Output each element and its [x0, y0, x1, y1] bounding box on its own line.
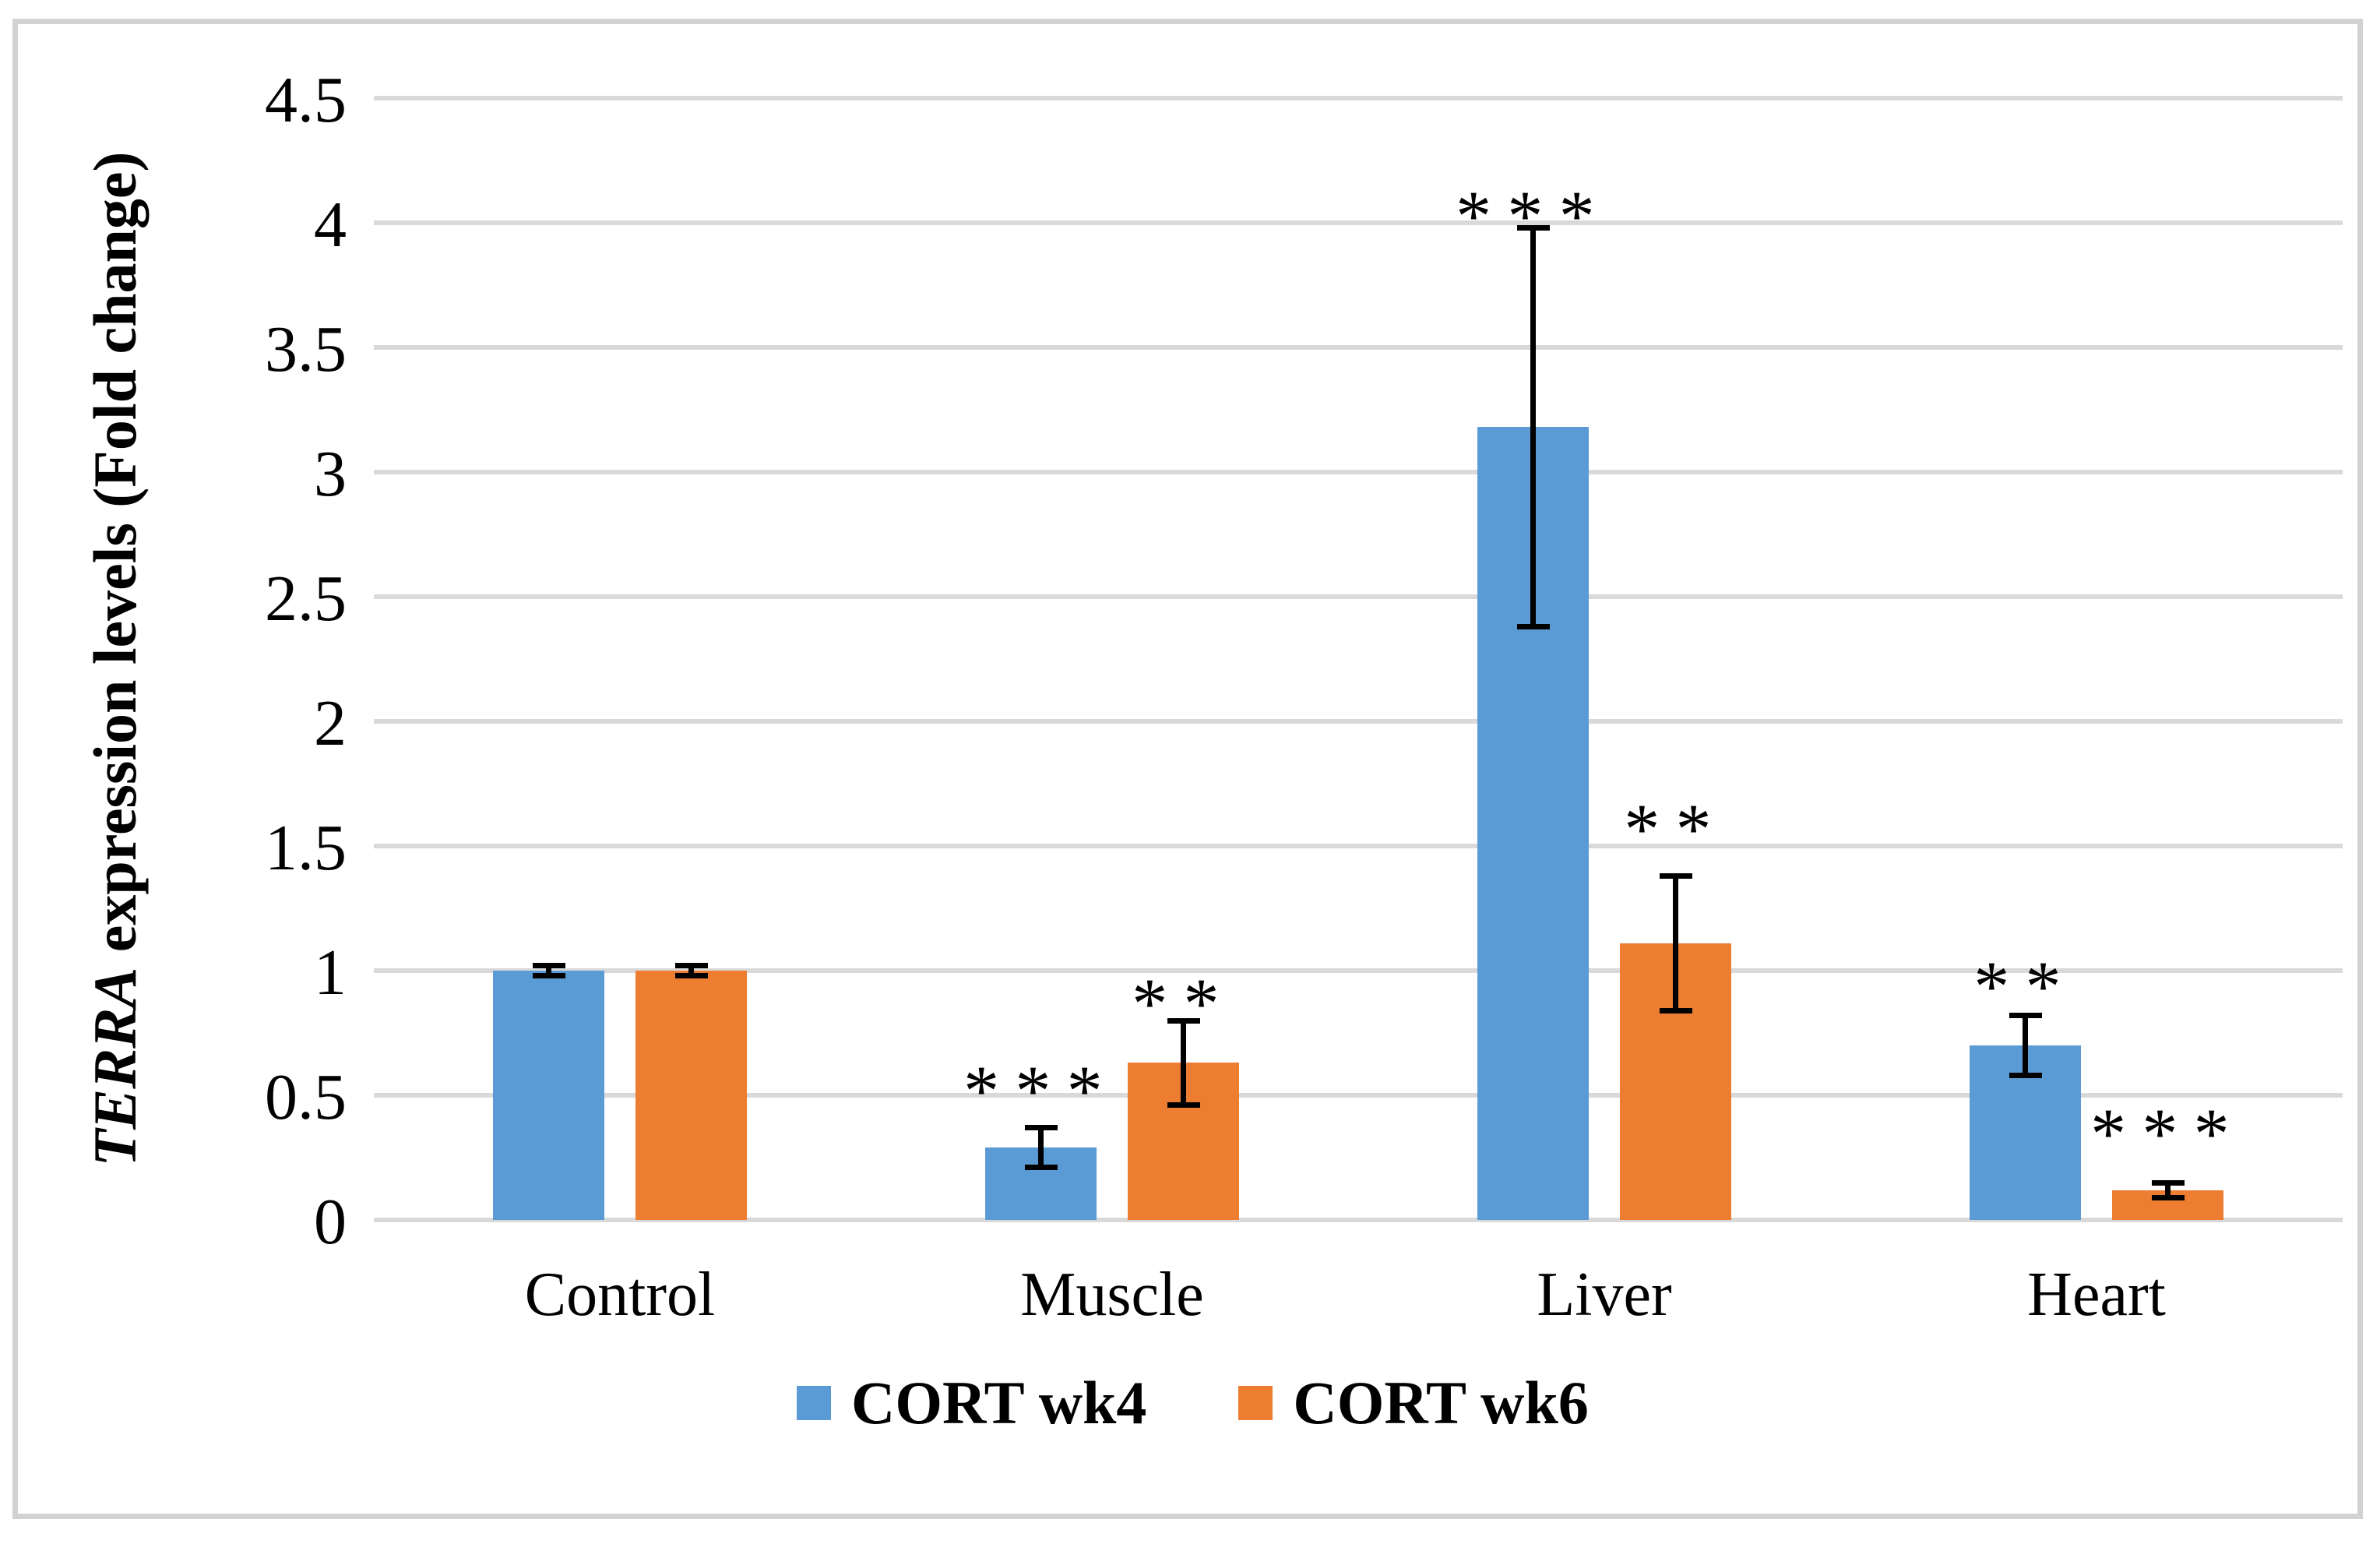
error-bar-cap: [674, 963, 708, 969]
legend-swatch-icon: [1238, 1386, 1273, 1420]
gridline-y-1: [374, 968, 2343, 973]
error-bar-cap: [2009, 1013, 2042, 1019]
y-tick-label: 3.5: [265, 312, 347, 386]
y-tick-label: 4: [314, 188, 347, 261]
gridline-y-2.5: [374, 594, 2343, 599]
significance-stars-heart-cort-wk4: **: [1973, 946, 2077, 1026]
gridline-y-1.5: [374, 844, 2343, 848]
y-tick-label: 2.5: [265, 562, 347, 635]
error-bar-cap: [1659, 872, 1692, 879]
y-tick-label: 0.5: [265, 1060, 347, 1133]
legend-label: CORT wk6: [1293, 1369, 1589, 1436]
y-tick-label: 1.5: [265, 811, 347, 884]
gridline-y-3.5: [374, 345, 2343, 350]
category-label-liver: Liver: [1537, 1260, 1672, 1330]
error-bar-cap: [532, 963, 565, 969]
error-bar: [1530, 227, 1536, 627]
error-bar-cap: [2151, 1194, 2185, 1200]
error-bar-cap: [2151, 1179, 2185, 1186]
error-bar-cap: [1659, 1007, 1692, 1013]
error-bar-cap: [674, 972, 708, 978]
y-tick-label: 2: [314, 686, 347, 760]
legend: CORT wk4 CORT wk6: [797, 1373, 1589, 1433]
legend-item-cort-wk6: CORT wk6: [1238, 1369, 1589, 1436]
bar-cort-wk4-control: [493, 971, 604, 1220]
error-bar: [2023, 1015, 2028, 1076]
category-label-heart: Heart: [2027, 1260, 2166, 1330]
error-bar-cap: [532, 972, 565, 978]
error-bar-cap: [1167, 1102, 1200, 1109]
gridline-y-0.5: [374, 1093, 2343, 1098]
error-bar-cap: [2009, 1072, 2042, 1078]
error-bar: [1181, 1020, 1186, 1105]
error-bar-cap: [1516, 623, 1550, 629]
error-bar-cap: [1024, 1125, 1058, 1131]
error-bar-cap: [1167, 1017, 1200, 1024]
gridline-y-2: [374, 719, 2343, 724]
category-label-muscle: Muscle: [1020, 1260, 1204, 1330]
legend-label: CORT wk4: [851, 1369, 1147, 1436]
gridline-y-4: [374, 220, 2343, 225]
error-bar: [1038, 1127, 1044, 1168]
significance-stars-muscle-cort-wk6: **: [1132, 964, 1235, 1044]
y-tick-label: 3: [314, 437, 347, 510]
y-tick-label: 1: [314, 936, 347, 1009]
error-bar-cap: [1024, 1165, 1058, 1171]
error-bar: [546, 965, 551, 976]
error-bar: [688, 965, 694, 976]
gridline-y-3: [374, 470, 2343, 474]
y-tick-label: 4.5: [265, 63, 347, 136]
legend-item-cort-wk4: CORT wk4: [797, 1373, 1146, 1433]
figure-border: [12, 19, 2363, 1519]
gridline-y-4.5: [374, 96, 2343, 100]
bar-cort-wk6-control: [635, 971, 747, 1220]
error-bar-cap: [1516, 224, 1550, 231]
gridline-y-0: [374, 1218, 2343, 1222]
significance-stars-heart-cort-wk6: ***: [2090, 1093, 2245, 1173]
significance-stars-liver-cort-wk6: **: [1624, 789, 1727, 869]
y-tick-label: 0: [314, 1185, 347, 1258]
y-axis-title: TERRA expression levels (Fold change): [81, 152, 149, 1167]
error-bar: [2165, 1183, 2171, 1198]
significance-stars-liver-cort-wk4: ***: [1456, 176, 1611, 256]
error-bar: [1673, 876, 1678, 1011]
significance-stars-muscle-cort-wk4: ***: [963, 1051, 1118, 1131]
category-label-control: Control: [524, 1260, 716, 1330]
legend-swatch-icon: [797, 1386, 831, 1420]
